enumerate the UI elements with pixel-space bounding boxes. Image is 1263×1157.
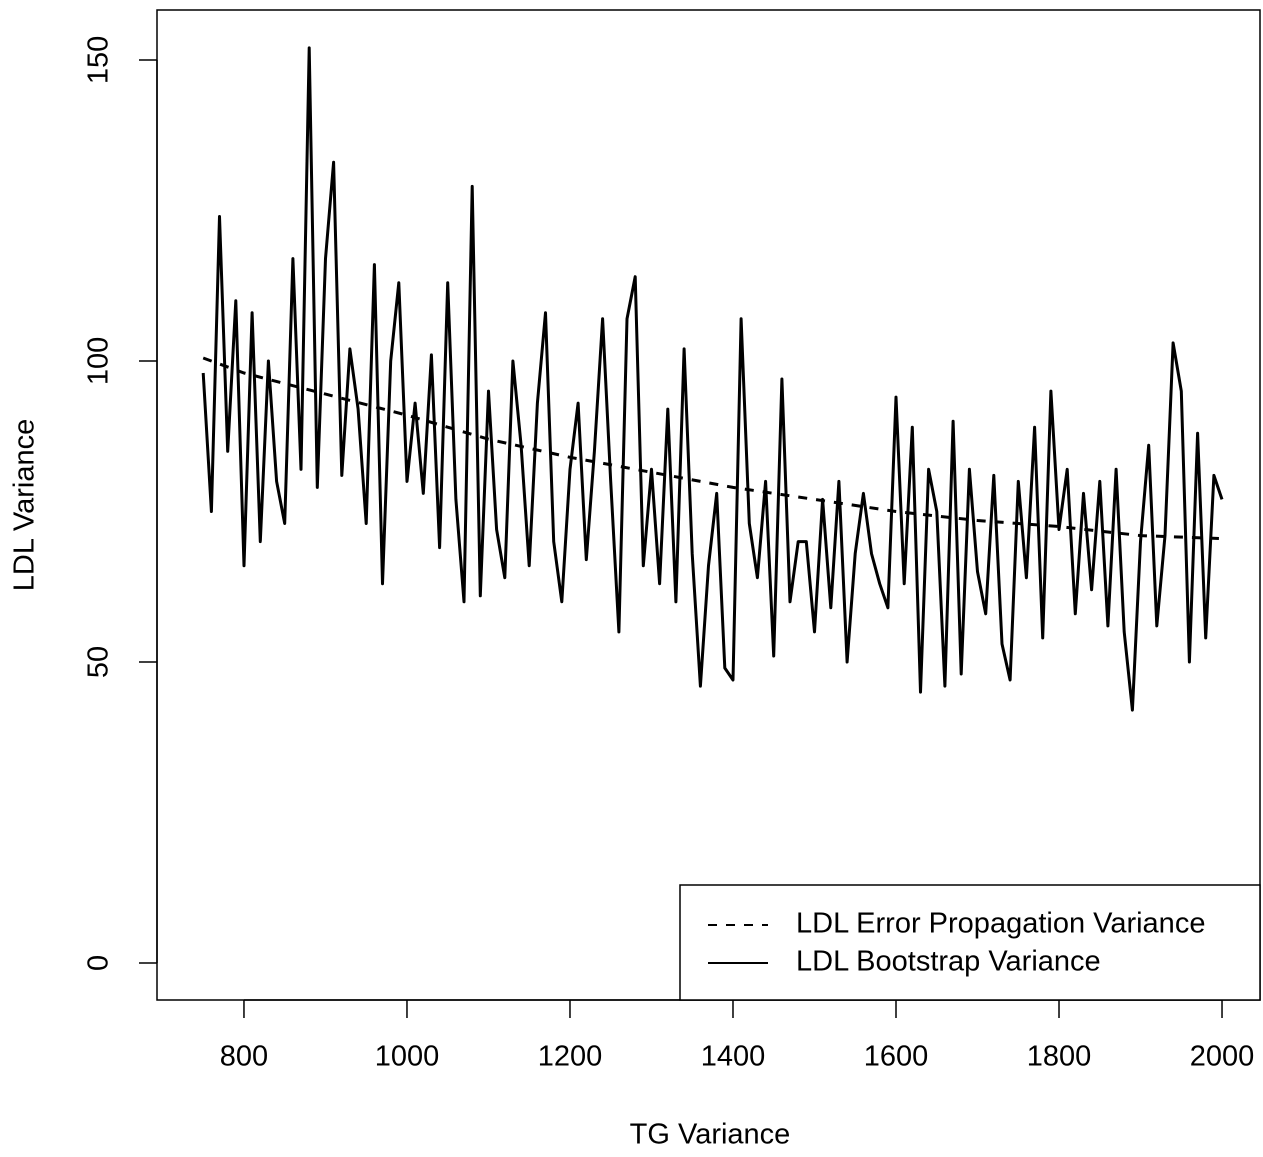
x-tick-label: 1400 (701, 1041, 766, 1073)
series-line (201, 46, 1224, 712)
x-tick-label: 1200 (538, 1041, 603, 1073)
y-tick-label: 150 (83, 36, 115, 84)
plot-frame (156, 9, 1261, 1001)
y-tick-label: 0 (83, 955, 115, 971)
y-tick-label: 100 (83, 337, 115, 385)
series-line (202, 356, 1223, 541)
y-axis-label: LDL Variance (9, 419, 41, 592)
x-tick-label: 1800 (1027, 1041, 1092, 1073)
x-tick-label: 2000 (1190, 1041, 1255, 1073)
x-tick-label: 1600 (864, 1041, 929, 1073)
y-tick-label: 50 (83, 646, 115, 678)
legend-label: LDL Bootstrap Variance (796, 946, 1101, 978)
x-axis-label: TG Variance (630, 1119, 791, 1151)
legend-label: LDL Error Propagation Variance (796, 908, 1205, 940)
legend-box (679, 884, 1261, 1001)
x-tick-label: 1000 (375, 1041, 440, 1073)
x-tick-label: 800 (220, 1041, 268, 1073)
